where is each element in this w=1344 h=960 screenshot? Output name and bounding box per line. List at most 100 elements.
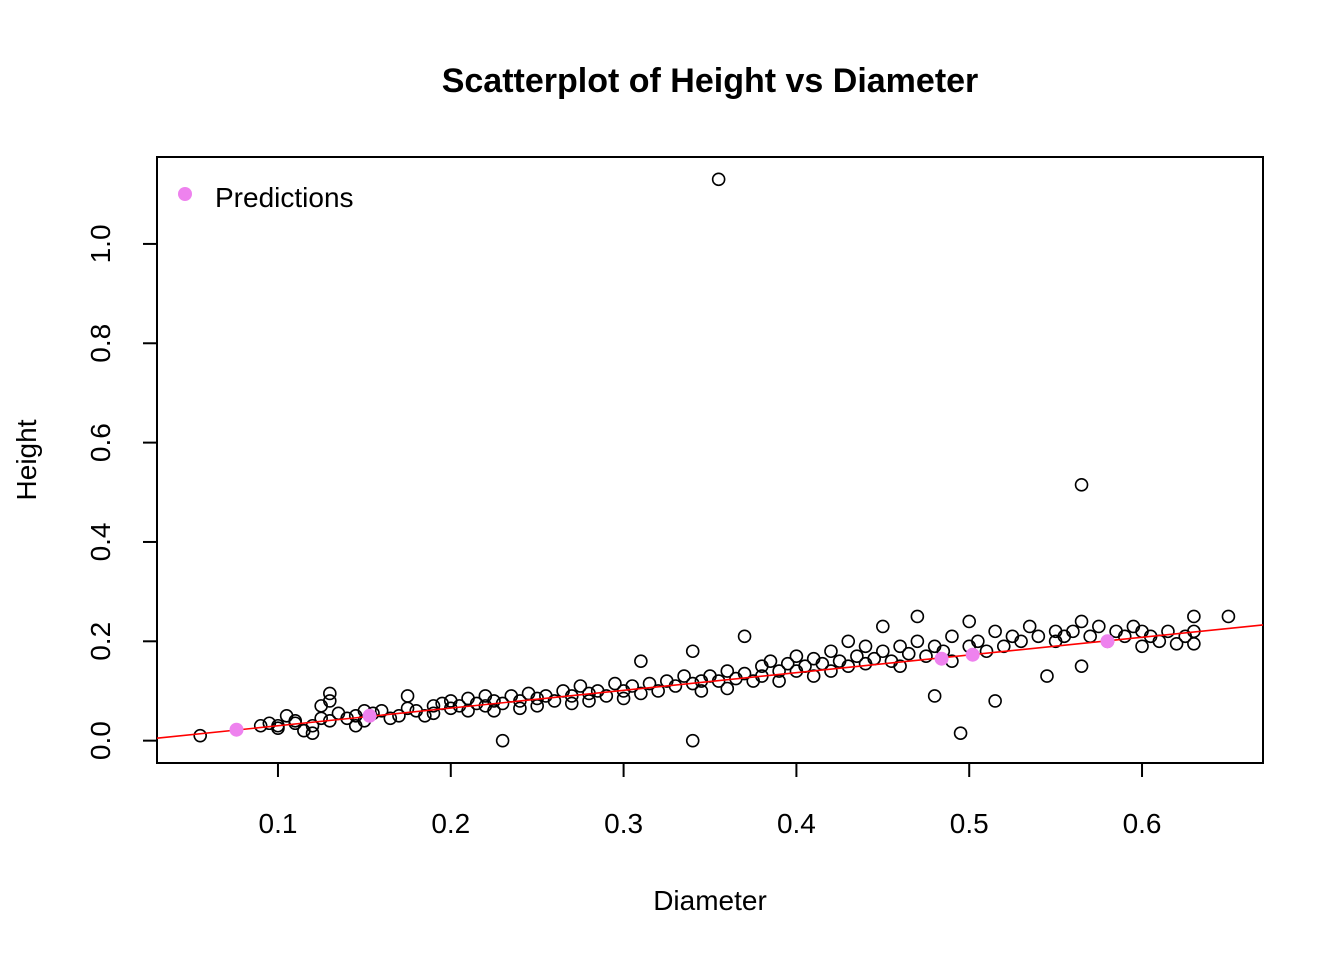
prediction-point	[229, 722, 244, 737]
y-tick-label: 0.8	[85, 324, 116, 363]
data-point	[677, 669, 691, 683]
data-point	[1221, 609, 1236, 624]
data-point	[962, 614, 977, 629]
data-point	[996, 639, 1011, 654]
data-point	[625, 679, 640, 693]
data-point	[616, 691, 631, 706]
data-point	[323, 694, 337, 708]
data-point	[582, 694, 596, 708]
data-point	[392, 709, 406, 723]
data-point	[737, 629, 752, 644]
data-point	[772, 664, 786, 678]
data-point	[1135, 639, 1149, 654]
data-point	[1187, 609, 1201, 624]
data-point	[720, 681, 735, 696]
data-point	[1092, 619, 1106, 634]
x-axis: 0.1 0.2 0.3 0.4 0.5 0.6	[259, 762, 1162, 839]
data-point	[426, 706, 441, 721]
data-point	[383, 711, 398, 726]
x-tick-label: 0.5	[950, 808, 989, 839]
y-axis-label: Height	[11, 419, 42, 500]
data-point	[789, 649, 804, 664]
data-point	[945, 629, 959, 644]
data-point	[418, 709, 432, 723]
data-point	[720, 664, 735, 678]
data-point	[1031, 629, 1046, 644]
data-point	[1022, 619, 1037, 634]
data-point	[564, 696, 579, 711]
data-points	[193, 172, 1236, 748]
prediction-point	[965, 647, 980, 662]
data-point	[910, 634, 925, 649]
data-point	[876, 644, 890, 659]
data-point	[763, 654, 778, 668]
x-axis-label: Diameter	[653, 885, 767, 916]
data-point	[685, 733, 700, 748]
data-point	[919, 649, 933, 664]
data-point	[642, 676, 657, 691]
data-point	[893, 659, 907, 673]
data-point	[910, 609, 925, 624]
data-point	[426, 699, 441, 713]
data-point	[988, 624, 1002, 639]
regression-line	[156, 624, 1264, 739]
data-point	[1074, 478, 1089, 492]
data-point	[685, 644, 700, 659]
legend: Predictions	[178, 182, 354, 213]
data-point	[1014, 634, 1028, 649]
data-point	[711, 172, 726, 187]
data-point	[288, 713, 303, 728]
data-point	[323, 686, 337, 701]
data-point	[780, 656, 795, 671]
y-tick-label: 0.2	[85, 622, 116, 661]
data-point	[305, 718, 320, 733]
data-point	[988, 694, 1002, 708]
data-point	[979, 644, 994, 659]
legend-label-predictions: Predictions	[215, 182, 354, 213]
prediction-point	[1100, 634, 1115, 649]
data-point	[469, 696, 484, 711]
data-point	[513, 701, 527, 716]
data-point	[495, 733, 510, 748]
data-point	[608, 676, 622, 691]
x-tick-label: 0.6	[1123, 808, 1162, 839]
data-point	[374, 704, 389, 718]
prediction-points	[229, 634, 1115, 737]
data-point	[651, 684, 665, 698]
data-point	[893, 639, 907, 654]
data-point	[858, 639, 873, 654]
data-point	[901, 646, 916, 661]
data-point	[530, 699, 544, 713]
data-point	[634, 654, 648, 668]
prediction-point	[362, 708, 377, 723]
data-point	[400, 689, 415, 703]
data-point	[1074, 659, 1089, 673]
data-point	[487, 704, 501, 718]
data-point	[1117, 629, 1132, 644]
data-point	[1187, 636, 1201, 651]
data-point	[876, 619, 890, 634]
x-tick-label: 0.2	[431, 808, 470, 839]
data-point	[253, 718, 268, 733]
y-tick-label: 1.0	[85, 224, 116, 263]
data-point	[694, 684, 709, 698]
data-point	[953, 726, 968, 740]
data-point	[573, 679, 588, 693]
data-point	[1074, 614, 1089, 629]
data-point	[547, 694, 562, 708]
chart-title: Scatterplot of Height vs Diameter	[442, 62, 979, 100]
data-point	[850, 649, 864, 664]
data-point	[487, 694, 501, 708]
y-tick-label: 0.0	[85, 721, 116, 760]
data-point	[841, 634, 856, 649]
data-point	[806, 669, 821, 683]
plot-frame	[156, 156, 1264, 764]
x-tick-label: 0.3	[604, 808, 643, 839]
y-axis: 0.0 0.2 0.4 0.6 0.8 1.0	[85, 224, 158, 760]
data-point	[1161, 624, 1175, 639]
y-tick-label: 0.6	[85, 423, 116, 462]
data-point	[824, 644, 838, 659]
data-point	[305, 726, 320, 740]
data-point	[1083, 629, 1097, 644]
